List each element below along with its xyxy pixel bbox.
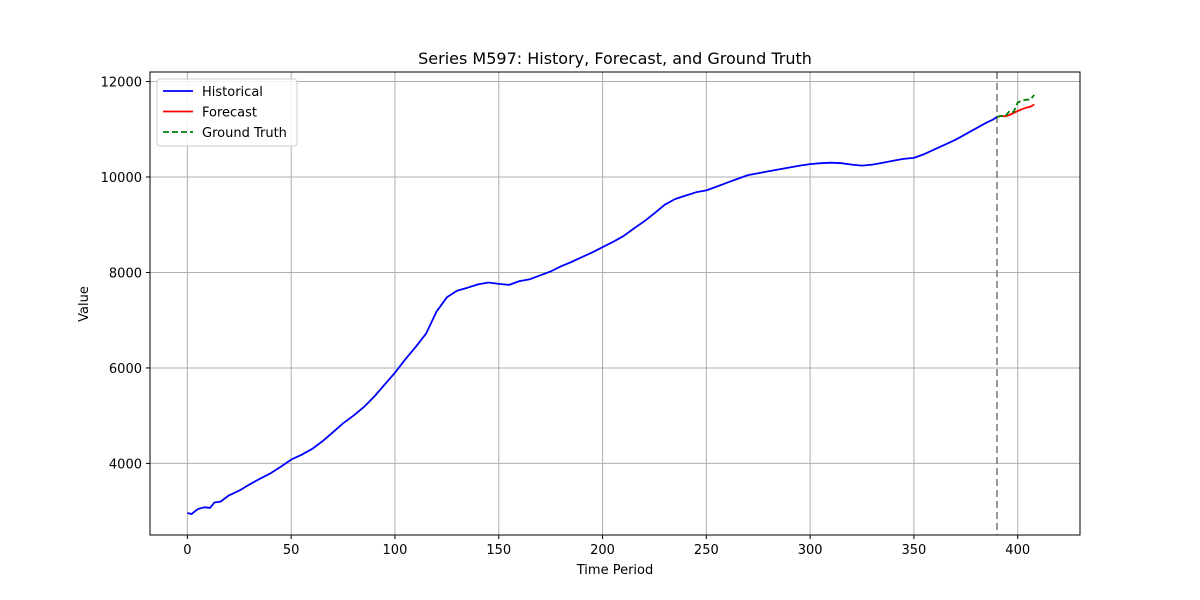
legend: Historical Forecast Ground Truth: [156, 78, 298, 147]
series-line-forecast: [996, 103, 1035, 118]
y-tick-label: 8000: [109, 266, 142, 281]
legend-label-historical: Historical: [202, 85, 263, 100]
x-tick-label: 350: [902, 543, 927, 558]
series-line-ground-truth: [996, 94, 1035, 118]
x-tick-label: 300: [798, 543, 823, 558]
y-tick-label: 12000: [101, 76, 142, 91]
legend-box: [156, 78, 298, 147]
chart-title: Series M597: History, Forecast, and Grou…: [418, 49, 812, 68]
x-axis-label: Time Period: [576, 563, 653, 578]
x-tick-label: 150: [486, 543, 511, 558]
y-tick-label: 4000: [109, 457, 142, 472]
grid: [150, 72, 1080, 535]
series-line-historical: [187, 116, 998, 515]
legend-label-ground-truth: Ground Truth: [202, 126, 287, 141]
x-tick-label: 400: [1005, 543, 1030, 558]
series-layer: [187, 94, 1035, 515]
y-tick-label: 10000: [101, 171, 142, 186]
legend-label-forecast: Forecast: [202, 106, 257, 121]
x-tick-label: 0: [183, 543, 191, 558]
x-tick-label: 50: [283, 543, 300, 558]
x-tick-label: 100: [383, 543, 408, 558]
x-tick-label: 250: [694, 543, 719, 558]
y-tick-label: 6000: [109, 362, 142, 377]
x-tick-label: 200: [590, 543, 615, 558]
plot-frame: [149, 71, 1081, 536]
y-axis-label: Value: [77, 286, 92, 322]
axis-ticks: 0 50 100 150 200 250 300 350 400 4000 6000 8000 1000…: [101, 76, 1030, 558]
